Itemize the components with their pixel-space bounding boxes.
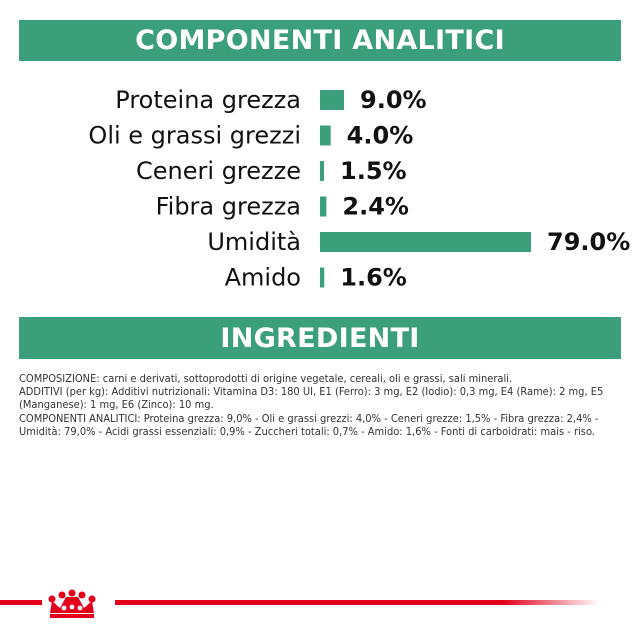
value-label: 9.0% [360,86,427,114]
bar [320,90,345,110]
analytic-components-text: COMPONENTI ANALITICI: Proteina grezza: 9… [19,411,599,438]
footer-stripe-left [0,600,42,605]
analytic-title: COMPONENTI ANALITICI [135,25,505,56]
bar [320,125,331,146]
ingredients-title-banner: INGREDIENTI [19,317,621,359]
bar [320,161,325,181]
value-label: 79.0% [547,228,630,256]
ingredients-title: INGREDIENTI [220,322,420,354]
category-label: Ceneri grezze [136,157,301,185]
bar [320,196,327,217]
bar [320,232,531,252]
bar [320,267,325,288]
category-label: Amido [225,264,301,292]
composition-text: COMPOSIZIONE: carni e derivati, sottopro… [19,372,513,385]
analytic-title-banner: COMPONENTI ANALITICI [19,20,621,61]
crown-icon [48,589,96,618]
value-label: 1.5% [340,157,407,185]
ingredients-text: COMPOSIZIONE: carni e derivati, sottopro… [19,372,623,438]
category-label: Proteina grezza [115,86,301,114]
analytic-bar-chart: Proteina grezza 9.0% Oli e grassi grezzi 4.… [88,86,630,292]
value-label: 2.4% [342,193,409,221]
footer-brand [0,589,600,618]
footer-stripe-right [115,600,600,605]
category-label: Oli e grassi grezzi [88,122,301,150]
value-label: 1.6% [340,264,407,292]
value-label: 4.0% [347,122,414,150]
category-label: Fibra grezza [156,193,301,221]
additives-text: ADDITIVI (per kg): Additivi nutrizionali… [19,385,604,412]
category-label: Umidità [207,228,301,256]
